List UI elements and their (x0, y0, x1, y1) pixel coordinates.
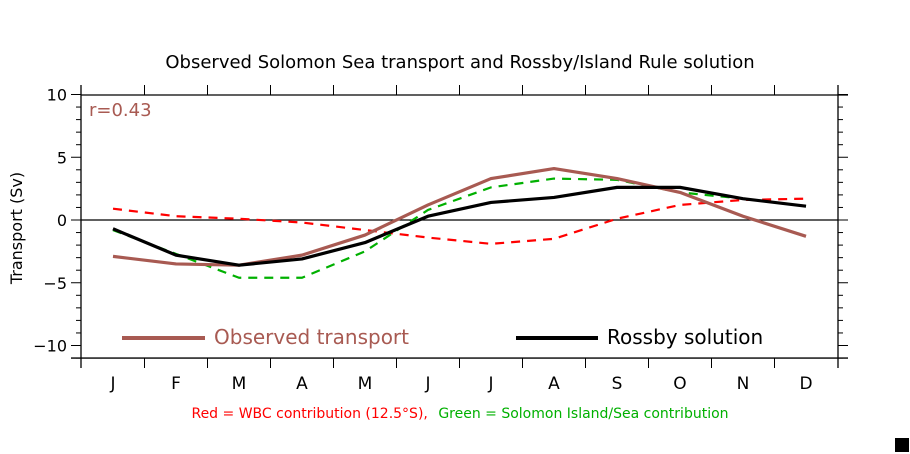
y-tick-label: 0 (57, 211, 67, 230)
y-axis-label: Transport (Sv) (7, 172, 26, 285)
y-tick-label: −5 (43, 274, 67, 293)
chart-title: Observed Solomon Sea transport and Rossb… (165, 52, 754, 73)
series-line-2 (112, 197, 807, 245)
x-tick-label: N (737, 374, 750, 394)
x-tick-label: M (358, 374, 373, 394)
x-tick-label: J (487, 374, 493, 394)
x-tick-label: F (171, 374, 181, 394)
y-tick-label: 5 (57, 148, 67, 167)
x-tick-label: A (296, 374, 308, 394)
x-tick-label: J (424, 374, 430, 394)
footnote: Red = WBC contribution (12.5°S), Green =… (191, 406, 728, 422)
x-tick-label: M (232, 374, 247, 394)
legend: Observed transport Rossby solution (122, 325, 763, 349)
x-tick-label: J (109, 374, 115, 394)
footnote-green: Green = Solomon Island/Sea contribution (438, 406, 728, 422)
footnote-red: Red = WBC contribution (12.5°S), (191, 406, 427, 422)
series-line-1 (112, 185, 807, 267)
legend-label-observed: Observed transport (214, 325, 409, 349)
y-tick-label: 10 (47, 86, 67, 105)
x-tick-label: S (612, 374, 623, 394)
x-tick-label: D (799, 374, 812, 394)
corner-square-marker (895, 438, 909, 452)
r-annotation: r=0.43 (89, 100, 152, 121)
y-tick-label: −10 (33, 337, 67, 356)
legend-label-rossby: Rossby solution (607, 325, 763, 349)
series-lines (112, 166, 807, 279)
axes: 10 5 0 −5 −10 J F M A M J J A S O N D (33, 85, 848, 394)
x-tick-label: O (673, 374, 686, 394)
x-tick-label: A (548, 374, 560, 394)
series-line-3 (112, 177, 807, 279)
